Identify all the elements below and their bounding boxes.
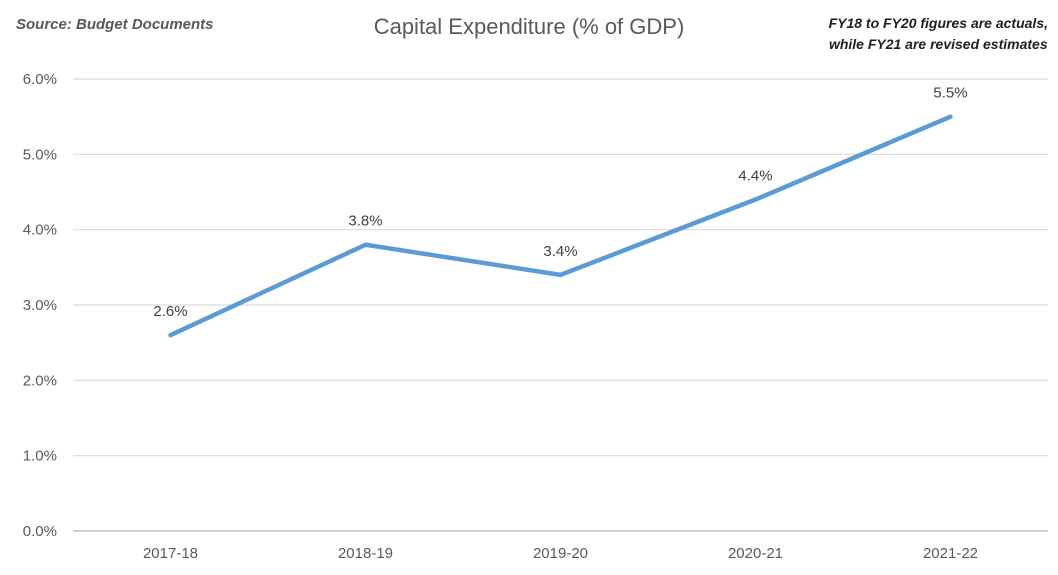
- y-tick-label: 4.0%: [23, 222, 57, 239]
- data-point-label: 3.4%: [543, 243, 577, 260]
- source-note: Source: Budget Documents: [16, 16, 214, 33]
- series-line: [168, 114, 953, 338]
- data-point-label: 4.4%: [738, 168, 772, 185]
- annotation-note: FY18 to FY20 figures are actuals, while …: [829, 13, 1048, 55]
- data-point-label: 3.8%: [348, 213, 382, 230]
- x-axis-label: 2018-19: [338, 545, 393, 562]
- annotation-note-line2: while FY21 are revised estimates: [828, 36, 1048, 52]
- data-point-label: 2.6%: [153, 303, 187, 320]
- x-axis-label: 2019-20: [533, 545, 588, 562]
- y-tick-label: 6.0%: [23, 71, 57, 88]
- y-tick-label: 0.0%: [23, 523, 57, 540]
- y-tick-label: 3.0%: [23, 297, 57, 314]
- y-tick-label: 5.0%: [23, 146, 57, 163]
- y-tick-label: 1.0%: [23, 448, 57, 465]
- x-axis-label: 2021-22: [923, 545, 978, 562]
- annotation-note-line1: FY18 to FY20 figures are actuals,: [828, 15, 1048, 31]
- x-axis-label: 2020-21: [728, 545, 783, 562]
- y-tick-label: 2.0%: [23, 372, 57, 389]
- data-point-label: 5.5%: [933, 85, 967, 102]
- x-axis-label: 2017-18: [143, 545, 198, 562]
